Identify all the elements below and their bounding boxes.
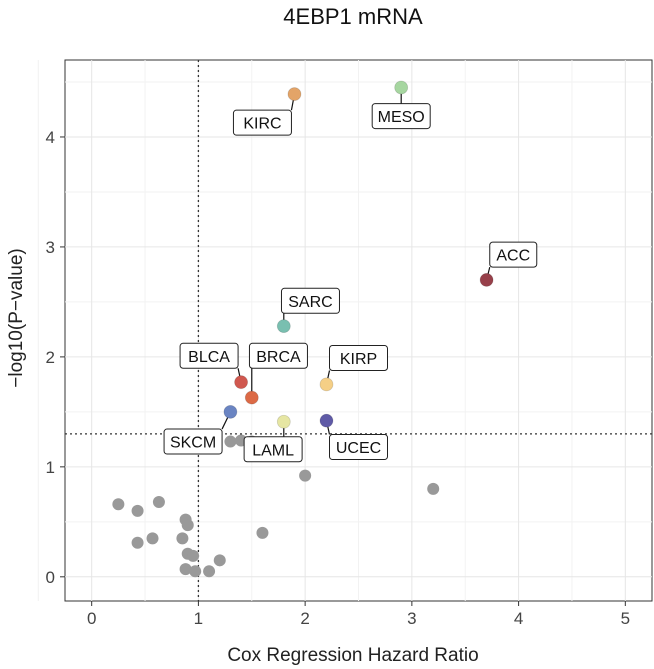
- x-tick-label: 2: [300, 609, 309, 628]
- point-label-box: [232, 109, 292, 136]
- y-tick-label: 3: [46, 238, 55, 257]
- x-axis-label: Cox Regression Hazard Ratio: [227, 645, 478, 666]
- point-label-acc: ACC: [496, 248, 530, 265]
- data-point: [427, 482, 440, 495]
- point-label-box: [280, 287, 340, 314]
- point-label-box: [371, 103, 431, 130]
- point-label-brca: BRCA: [256, 349, 301, 366]
- data-point: [203, 565, 216, 578]
- data-point: [181, 519, 194, 532]
- data-point: [176, 532, 189, 545]
- y-tick-label: 4: [46, 128, 55, 147]
- point-label-blca: BLCA: [188, 349, 230, 366]
- data-point: [187, 549, 200, 562]
- data-point-acc: [479, 273, 494, 287]
- data-point: [224, 435, 237, 448]
- point-label-box: [163, 428, 223, 455]
- minor-grid: [37, 60, 652, 601]
- point-label-laml: LAML: [252, 442, 294, 459]
- point-label-meso: MESO: [378, 109, 425, 126]
- y-axis-ticks: 0 1 2 3 4: [46, 128, 65, 587]
- data-point: [112, 498, 125, 511]
- data-point-blca: [234, 375, 249, 390]
- data-point-skcm: [223, 404, 238, 419]
- data-point: [189, 565, 202, 578]
- point-label-ucec: UCEC: [336, 440, 381, 457]
- data-point-meso: [394, 80, 409, 95]
- point-label-skcm: SKCM: [170, 435, 216, 452]
- x-tick-label: 4: [514, 609, 523, 628]
- data-point: [152, 496, 165, 509]
- point-label-kirp: KIRP: [340, 351, 377, 368]
- data-point: [256, 526, 269, 539]
- point-label-box: [179, 342, 239, 369]
- data-point: [299, 469, 312, 482]
- y-tick-label: 0: [46, 568, 55, 587]
- data-point: [213, 554, 226, 567]
- data-point: [146, 532, 159, 545]
- point-label-sarc: SARC: [288, 294, 332, 311]
- data-point-laml: [276, 414, 291, 429]
- data-point: [179, 563, 192, 576]
- x-tick-label: 1: [194, 609, 203, 628]
- x-tick-label: 3: [407, 609, 416, 628]
- data-point-kirc: [287, 87, 302, 101]
- x-tick-label: 0: [87, 609, 96, 628]
- data-point-brca: [244, 390, 259, 405]
- point-label-box: [243, 436, 303, 463]
- point-label-kirc: KIRC: [243, 116, 281, 133]
- point-label-box: [329, 344, 388, 371]
- x-axis-ticks: 0 1 2 3 4 5: [87, 601, 630, 628]
- point-label-box: [489, 241, 538, 268]
- data-point: [131, 536, 144, 549]
- point-label-box: [248, 342, 308, 369]
- reference-lines: [65, 60, 652, 601]
- data-point-ucec: [319, 413, 334, 428]
- data-point: [131, 504, 144, 517]
- y-tick-label: 1: [46, 458, 55, 477]
- labeled-points: KIRC MESO ACC SARC KIRP BLCA BRCA SKCM LAML UCEC: [163, 80, 538, 463]
- chart-title: 4EBP1 mRNA: [283, 4, 423, 29]
- point-label-box: [329, 434, 388, 461]
- data-point-kirp: [319, 377, 334, 392]
- y-axis-label: −log10(P−value): [6, 248, 27, 387]
- x-tick-label: 5: [621, 609, 630, 628]
- y-tick-label: 2: [46, 348, 55, 367]
- data-point-sarc: [276, 319, 291, 334]
